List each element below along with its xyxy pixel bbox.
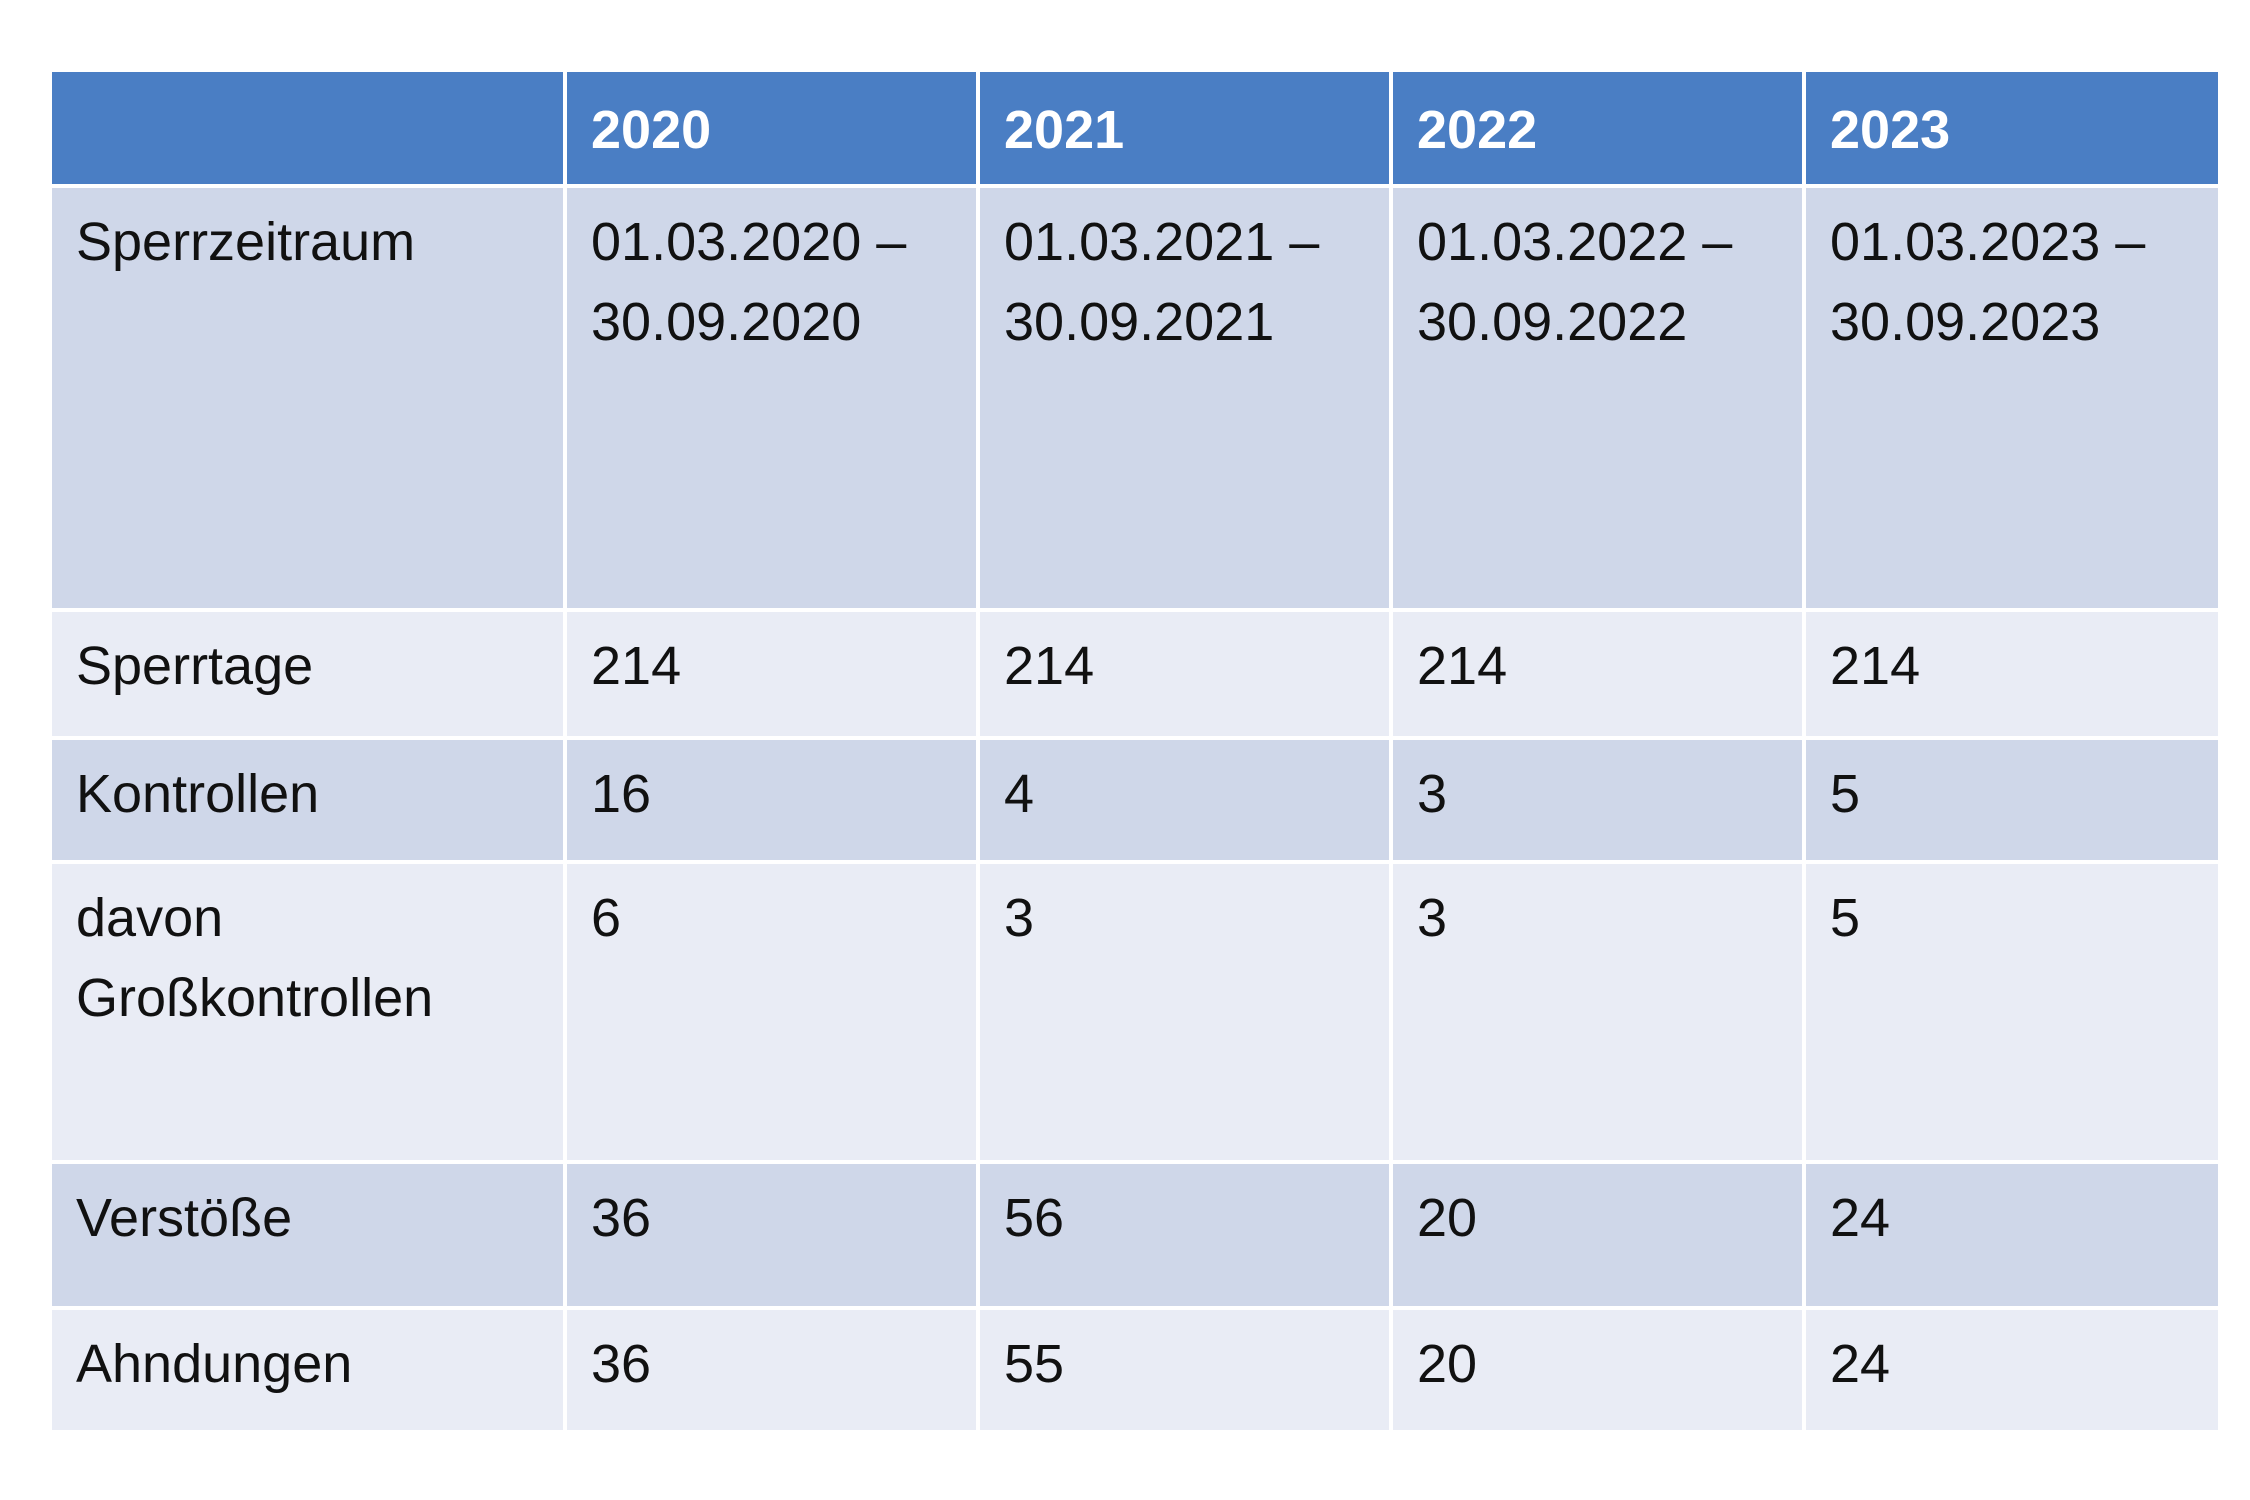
table-cell: 56: [980, 1164, 1393, 1310]
table-cell: 16: [567, 740, 980, 864]
table-cell: 20: [1393, 1310, 1806, 1434]
table-cell: 24: [1806, 1164, 2218, 1310]
data-table: 2020 2021 2022 2023 Sperrzeitraum 01.03.…: [52, 72, 2218, 1434]
table-cell: 214: [1806, 612, 2218, 740]
row-label-text: davon: [76, 888, 224, 948]
header-row: 2020 2021 2022 2023: [52, 72, 2218, 188]
cell-line: 01.03.2023 –: [1830, 212, 2146, 272]
table-cell: 3: [1393, 740, 1806, 864]
row-label-text: Sperrzeitraum: [76, 212, 416, 272]
table-cell: 20: [1393, 1164, 1806, 1310]
header-cell-2021: 2021: [980, 72, 1393, 188]
cell-line: 01.03.2022 –: [1417, 212, 1733, 272]
table-cell: 24: [1806, 1310, 2218, 1434]
table-cell: 55: [980, 1310, 1393, 1434]
table-cell: 5: [1806, 864, 2218, 1164]
table-row: Sperrzeitraum 01.03.2020 – 30.09.2020 01.…: [52, 188, 2218, 612]
table-cell: 3: [1393, 864, 1806, 1164]
table-cell: 6: [567, 864, 980, 1164]
row-label: Kontrollen: [52, 740, 567, 864]
table-cell: 5: [1806, 740, 2218, 864]
table-cell: 36: [567, 1164, 980, 1310]
row-label: Ahndungen: [52, 1310, 567, 1434]
cell-line: 30.09.2020: [591, 292, 862, 352]
row-label-text: Verstöße: [76, 1188, 293, 1248]
cell-line: 30.09.2022: [1417, 292, 1688, 352]
table-cell: 01.03.2020 – 30.09.2020: [567, 188, 980, 612]
row-label-text: Ahndungen: [76, 1334, 353, 1394]
table-cell: 4: [980, 740, 1393, 864]
table-row: Ahndungen 36 55 20 24: [52, 1310, 2218, 1434]
header-cell-2023: 2023: [1806, 72, 2218, 188]
cell-line: 01.03.2021 –: [1004, 212, 1320, 272]
table-cell: 214: [567, 612, 980, 740]
table-cell: 01.03.2022 – 30.09.2022: [1393, 188, 1806, 612]
cell-line: 01.03.2020 –: [591, 212, 907, 272]
header-cell-empty: [52, 72, 567, 188]
table-cell: 214: [980, 612, 1393, 740]
table-cell: 01.03.2021 – 30.09.2021: [980, 188, 1393, 612]
row-label: Sperrtage: [52, 612, 567, 740]
row-label: Verstöße: [52, 1164, 567, 1310]
row-label-text: Sperrtage: [76, 636, 314, 696]
table-body: Sperrzeitraum 01.03.2020 – 30.09.2020 01.…: [52, 188, 2218, 1434]
table-row: Verstöße 36 56 20 24: [52, 1164, 2218, 1310]
header-cell-2020: 2020: [567, 72, 980, 188]
table-row: Kontrollen 16 4 3 5: [52, 740, 2218, 864]
table-cell: 214: [1393, 612, 1806, 740]
row-label-text: Kontrollen: [76, 764, 320, 824]
cell-line: 30.09.2021: [1004, 292, 1275, 352]
table-header: 2020 2021 2022 2023: [52, 72, 2218, 188]
row-label: davon Großkontrollen: [52, 864, 567, 1164]
table-cell: 36: [567, 1310, 980, 1434]
table-cell: 3: [980, 864, 1393, 1164]
cell-line: 30.09.2023: [1830, 292, 2101, 352]
table-row: davon Großkontrollen 6 3 3 5: [52, 864, 2218, 1164]
header-cell-2022: 2022: [1393, 72, 1806, 188]
table-row: Sperrtage 214 214 214 214: [52, 612, 2218, 740]
table-cell: 01.03.2023 – 30.09.2023: [1806, 188, 2218, 612]
row-label-text: Großkontrollen: [76, 968, 434, 1028]
row-label: Sperrzeitraum: [52, 188, 567, 612]
